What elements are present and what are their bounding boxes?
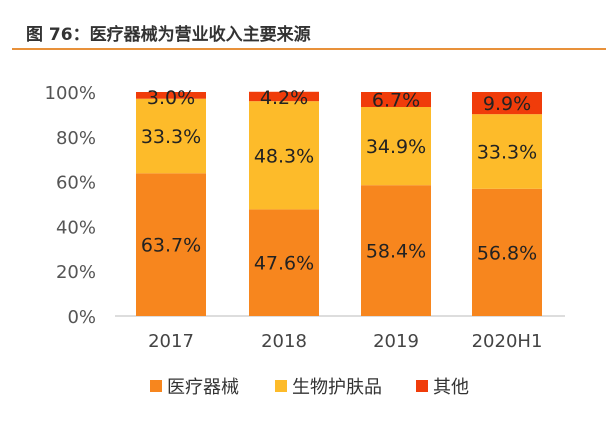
title-divider: [12, 48, 606, 50]
bar-segment: [361, 92, 431, 108]
data-label: 56.8%: [477, 242, 537, 264]
data-label: 63.7%: [141, 235, 201, 257]
y-tick-label: 60%: [56, 173, 96, 194]
legend-swatch: [150, 380, 162, 392]
data-label: 4.2%: [260, 87, 308, 109]
bar-segment: [472, 188, 542, 316]
data-label: 33.3%: [477, 141, 537, 163]
legend-label: 生物护肤品: [292, 377, 382, 398]
data-label: 9.9%: [483, 93, 531, 115]
bar-segment: [136, 173, 206, 316]
y-tick-label: 80%: [56, 128, 96, 149]
x-tick-label: 2020H1: [472, 331, 543, 352]
data-label: 33.3%: [141, 126, 201, 148]
data-label: 34.9%: [366, 136, 426, 158]
data-label: 6.7%: [372, 90, 420, 112]
data-label: 48.3%: [254, 145, 314, 167]
figure-title: 图 76：医疗器械为营业收入主要来源: [26, 25, 311, 45]
legend-label: 其他: [433, 377, 469, 398]
bar-segment: [472, 92, 542, 115]
y-tick-label: 0%: [67, 307, 96, 328]
legend-swatch: [275, 380, 287, 392]
x-tick-label: 2018: [261, 331, 307, 352]
bar-segment: [472, 114, 542, 189]
bar-segment: [361, 107, 431, 186]
bar-segment: [249, 209, 319, 316]
y-tick-label: 40%: [56, 217, 96, 238]
x-tick-label: 2017: [148, 331, 194, 352]
bar-segment: [249, 91, 319, 102]
x-tick-label: 2019: [373, 331, 419, 352]
data-label: 58.4%: [366, 241, 426, 263]
data-label: 47.6%: [254, 253, 314, 275]
legend-label: 医疗器械: [167, 377, 239, 398]
y-tick-label: 100%: [45, 83, 96, 104]
data-label: 3.0%: [147, 87, 195, 109]
bar-segment: [136, 92, 206, 99]
y-tick-label: 20%: [56, 262, 96, 283]
legend-swatch: [416, 380, 428, 392]
bar-segment: [249, 101, 319, 210]
bar-segment: [361, 185, 431, 316]
bar-segment: [136, 98, 206, 174]
